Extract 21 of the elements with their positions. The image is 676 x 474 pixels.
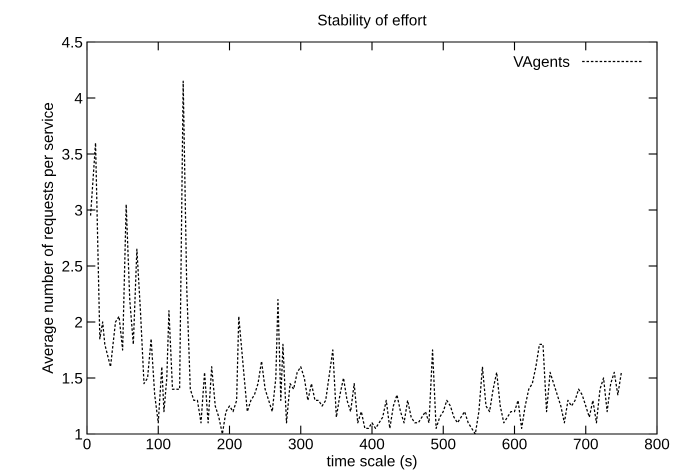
- x-axis-title: time scale (s): [326, 455, 416, 470]
- y-tick-label: 1: [76, 429, 82, 440]
- x-tick-label: 0: [83, 438, 91, 450]
- x-tick-label: 800: [644, 438, 670, 450]
- y-tick-label: 2: [75, 316, 82, 328]
- x-tick-label: 200: [218, 438, 242, 450]
- y-tick-label: 2.5: [62, 260, 82, 272]
- x-tick-label: 600: [502, 438, 527, 450]
- y-tick-label: 3: [74, 204, 82, 216]
- x-tick-label: 300: [288, 438, 313, 450]
- x-tick-label: 400: [360, 438, 384, 450]
- y-tick-label: 4: [74, 93, 82, 104]
- y-axis-title: Average number of requests per service: [42, 102, 56, 374]
- x-tick-label: 100: [146, 438, 170, 450]
- x-tick-label: 700: [574, 438, 598, 450]
- legend-label: VAgents: [513, 56, 570, 70]
- x-tick-label: 500: [431, 438, 456, 450]
- y-tick-label: 1.5: [62, 373, 82, 384]
- y-tick-label: 4.5: [62, 37, 82, 48]
- chart-title: Stability of effort: [318, 14, 427, 29]
- y-tick-label: 3.5: [62, 148, 82, 160]
